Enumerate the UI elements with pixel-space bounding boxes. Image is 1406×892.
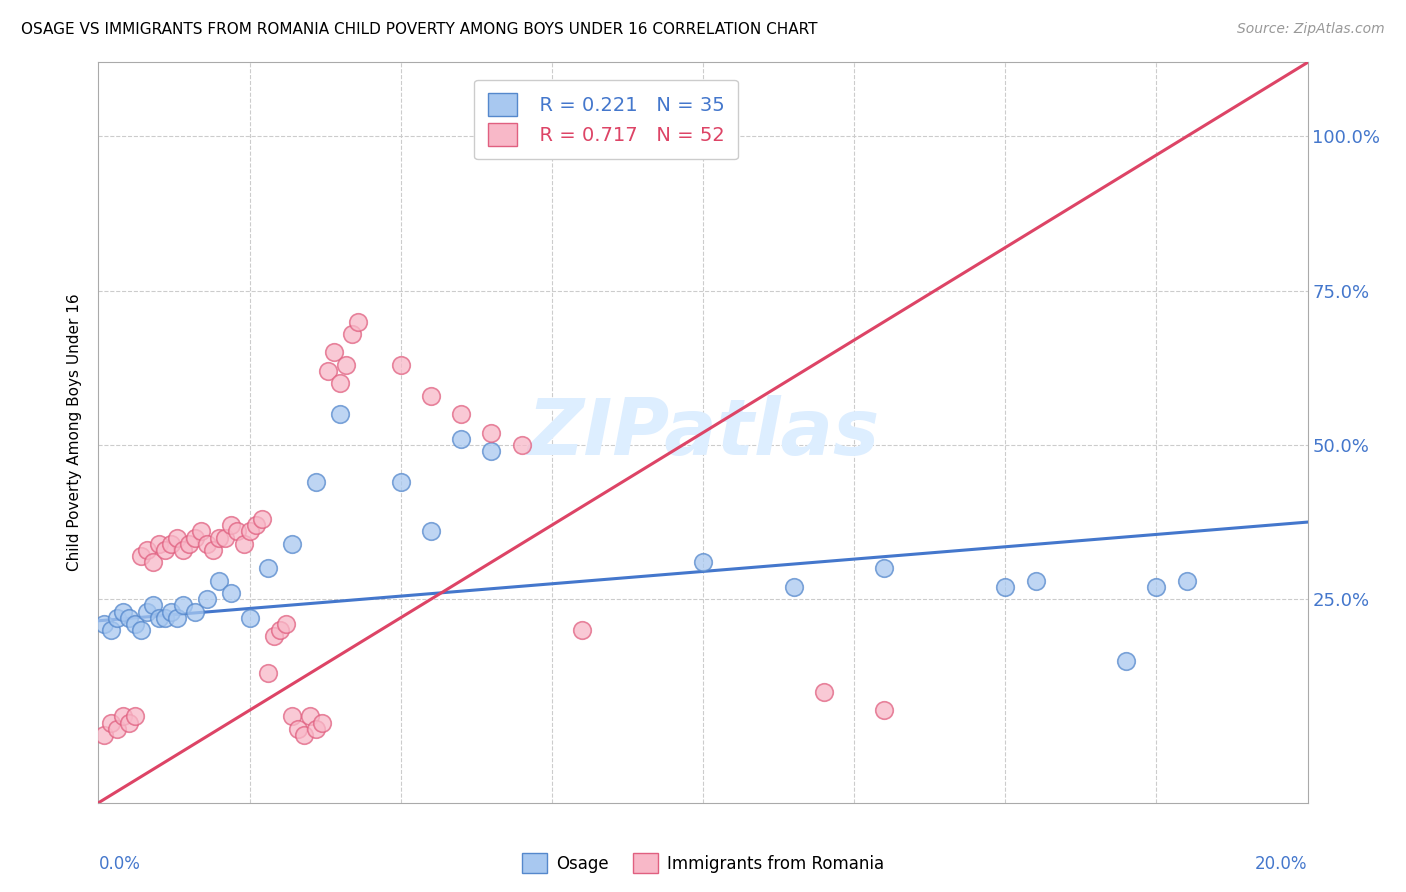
Text: 20.0%: 20.0% bbox=[1256, 855, 1308, 872]
Point bbox=[93, 728, 115, 742]
Point bbox=[226, 524, 249, 539]
Point bbox=[239, 524, 262, 539]
Point bbox=[250, 512, 273, 526]
Point bbox=[292, 728, 315, 742]
Point bbox=[299, 709, 322, 723]
Point bbox=[420, 524, 443, 539]
Point bbox=[93, 616, 115, 631]
Point bbox=[190, 524, 212, 539]
Legend: Osage, Immigrants from Romania: Osage, Immigrants from Romania bbox=[515, 845, 891, 881]
Point bbox=[329, 376, 352, 391]
Text: 0.0%: 0.0% bbox=[98, 855, 141, 872]
Point bbox=[420, 389, 443, 403]
Text: Source: ZipAtlas.com: Source: ZipAtlas.com bbox=[1237, 22, 1385, 37]
Point bbox=[142, 599, 165, 613]
Point bbox=[160, 536, 183, 550]
Point bbox=[813, 685, 835, 699]
Point bbox=[540, 129, 562, 144]
Point bbox=[208, 574, 231, 588]
Point bbox=[100, 715, 122, 730]
Point bbox=[389, 358, 412, 372]
Point bbox=[166, 531, 188, 545]
Point bbox=[783, 580, 806, 594]
Point bbox=[287, 722, 309, 736]
Text: OSAGE VS IMMIGRANTS FROM ROMANIA CHILD POVERTY AMONG BOYS UNDER 16 CORRELATION C: OSAGE VS IMMIGRANTS FROM ROMANIA CHILD P… bbox=[21, 22, 818, 37]
Point bbox=[195, 536, 218, 550]
Point bbox=[184, 605, 207, 619]
Point bbox=[692, 555, 714, 569]
Point bbox=[256, 666, 278, 681]
Point bbox=[118, 611, 141, 625]
Point bbox=[873, 561, 896, 575]
Point bbox=[124, 709, 146, 723]
Point bbox=[1144, 580, 1167, 594]
Point bbox=[148, 536, 170, 550]
Point bbox=[111, 605, 134, 619]
Point bbox=[221, 586, 243, 600]
Point bbox=[195, 592, 218, 607]
Point bbox=[105, 611, 128, 625]
Point bbox=[342, 326, 364, 341]
Point bbox=[335, 358, 357, 372]
Point bbox=[389, 475, 412, 489]
Point bbox=[214, 531, 236, 545]
Point bbox=[274, 616, 297, 631]
Point bbox=[153, 611, 176, 625]
Point bbox=[232, 536, 254, 550]
Point bbox=[160, 605, 183, 619]
Point bbox=[450, 432, 472, 446]
Point bbox=[305, 475, 328, 489]
Point bbox=[311, 715, 333, 730]
Point bbox=[329, 407, 352, 421]
Point bbox=[481, 425, 503, 440]
Point bbox=[263, 629, 285, 643]
Point bbox=[172, 542, 194, 557]
Point bbox=[1115, 654, 1137, 668]
Point bbox=[305, 722, 328, 736]
Point bbox=[129, 549, 152, 563]
Point bbox=[142, 555, 165, 569]
Point bbox=[202, 542, 225, 557]
Point bbox=[994, 580, 1017, 594]
Point bbox=[281, 709, 304, 723]
Point bbox=[316, 364, 339, 378]
Point bbox=[129, 623, 152, 637]
Point bbox=[873, 703, 896, 717]
Point bbox=[1175, 574, 1198, 588]
Point bbox=[135, 542, 157, 557]
Point bbox=[269, 623, 291, 637]
Point bbox=[148, 611, 170, 625]
Y-axis label: Child Poverty Among Boys Under 16: Child Poverty Among Boys Under 16 bbox=[67, 293, 83, 572]
Point bbox=[571, 623, 593, 637]
Point bbox=[245, 518, 267, 533]
Point bbox=[481, 444, 503, 458]
Point bbox=[1024, 574, 1046, 588]
Point bbox=[179, 536, 201, 550]
Point bbox=[118, 715, 141, 730]
Point bbox=[124, 616, 146, 631]
Point bbox=[111, 709, 134, 723]
Point bbox=[208, 531, 231, 545]
Point bbox=[510, 438, 533, 452]
Point bbox=[135, 605, 157, 619]
Point bbox=[281, 536, 304, 550]
Point bbox=[256, 561, 278, 575]
Point bbox=[239, 611, 262, 625]
Point bbox=[347, 315, 370, 329]
Point bbox=[172, 599, 194, 613]
Point bbox=[105, 722, 128, 736]
Point bbox=[323, 345, 346, 359]
Point bbox=[166, 611, 188, 625]
Text: ZIPatlas: ZIPatlas bbox=[527, 394, 879, 471]
Point bbox=[153, 542, 176, 557]
Point bbox=[184, 531, 207, 545]
Point bbox=[450, 407, 472, 421]
Point bbox=[221, 518, 243, 533]
Point bbox=[100, 623, 122, 637]
Legend:   R = 0.221   N = 35,   R = 0.717   N = 52: R = 0.221 N = 35, R = 0.717 N = 52 bbox=[474, 79, 738, 160]
